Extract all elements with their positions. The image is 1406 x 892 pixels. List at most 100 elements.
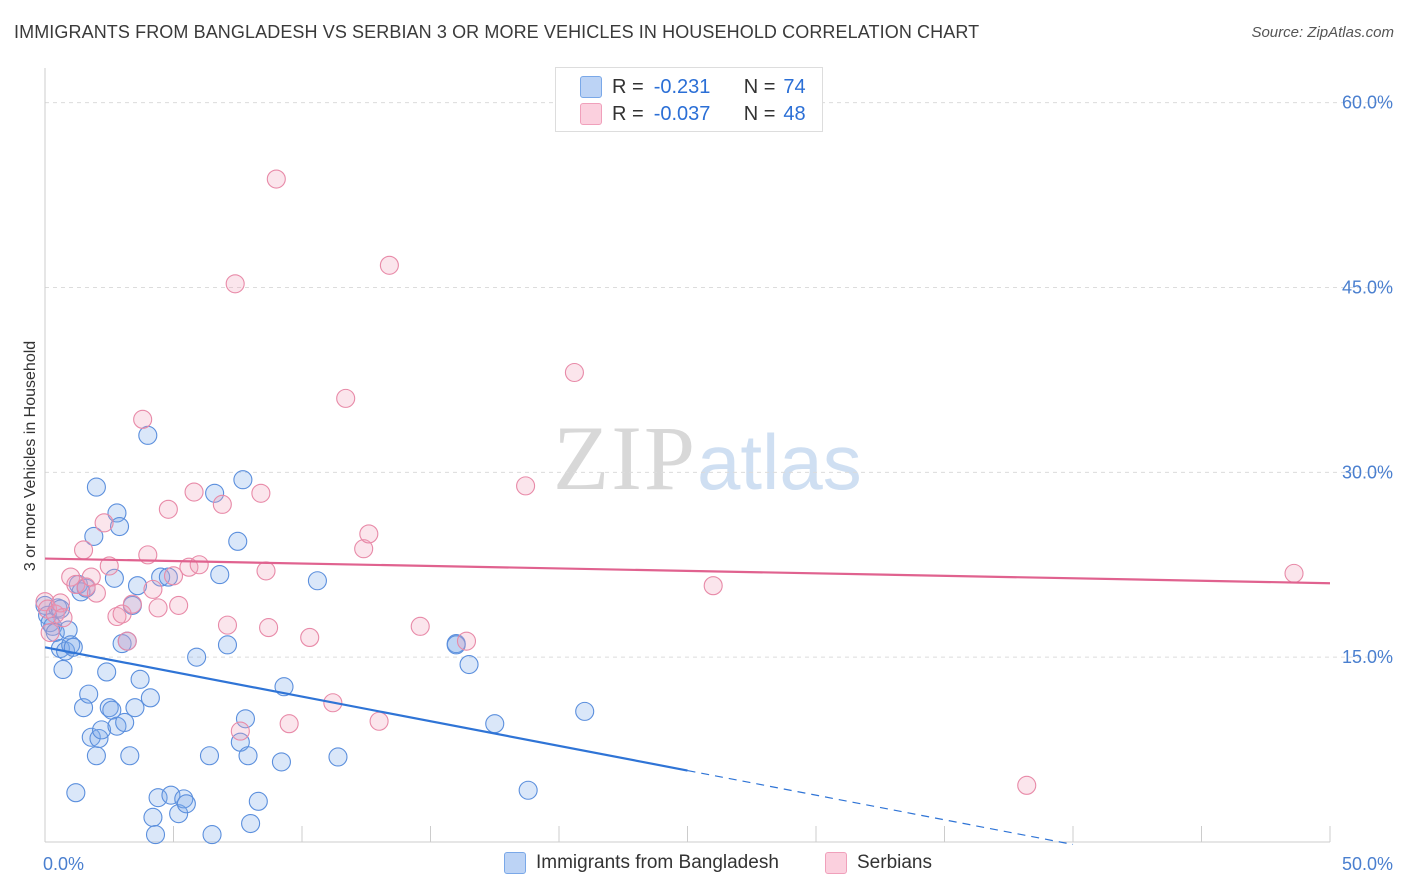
serbian-point (133, 409, 153, 429)
legend-swatch-bangladesh (580, 76, 602, 98)
bangladesh-point (115, 712, 135, 733)
serbian-point (410, 616, 430, 636)
bangladesh-point (66, 783, 86, 803)
y-tick-label: 15.0% (1342, 647, 1393, 667)
bangladesh-point (174, 789, 194, 809)
serbian-point (163, 566, 184, 586)
bangladesh-point (91, 720, 112, 740)
bangladesh-point (446, 635, 466, 655)
legend-row-serbians: R = -0.037 N = 48 (580, 101, 806, 127)
bangladesh-point (271, 752, 291, 772)
legend-r-value: -0.231 (653, 75, 711, 98)
bangladesh-point (485, 714, 505, 734)
x-tick-label: 50.0% (1342, 854, 1393, 874)
bangladesh-point (81, 727, 101, 747)
bangladesh-point (86, 746, 106, 766)
serbian-point (81, 567, 101, 587)
legend-n-label: N = (743, 102, 776, 125)
serbian-point (1284, 563, 1304, 583)
serbian-point (189, 555, 209, 575)
bangladesh-point (143, 807, 163, 827)
serbian-trend-line (44, 557, 1331, 585)
bangladesh-point (199, 746, 220, 766)
bangladesh-point (99, 698, 119, 718)
correlation-legend: R = -0.231 N = 74 R = -0.037 N = 48 (555, 67, 823, 132)
legend-r-value: -0.037 (653, 102, 711, 125)
serbian-point (266, 169, 286, 189)
bangladesh-point (138, 425, 158, 445)
y-tick-label: 30.0% (1342, 462, 1393, 482)
bangladesh-point (140, 688, 160, 708)
watermark-zip: ZIP (553, 407, 697, 509)
serbian-point (50, 593, 70, 613)
bangladesh-point (248, 791, 268, 811)
series-legend-serbians[interactable]: Serbians (825, 852, 932, 874)
bangladesh-point (241, 813, 261, 834)
serbian-point (35, 592, 55, 612)
bangladesh-point (238, 746, 258, 766)
chart-title: IMMIGRANTS FROM BANGLADESH VS SERBIAN 3 … (14, 22, 980, 42)
bangladesh-point (61, 635, 81, 655)
bangladesh-point (79, 684, 99, 704)
bangladesh-point (176, 794, 196, 814)
serbian-point (379, 255, 399, 275)
legend-n-value: 74 (783, 75, 806, 98)
serbian-point (703, 576, 723, 596)
bangladesh-point (518, 780, 538, 800)
bangladesh-point (187, 647, 207, 667)
serbian-point (99, 556, 119, 576)
serbian-point (117, 631, 137, 651)
serbian-point (148, 598, 168, 618)
serbian-point (259, 618, 279, 638)
series-legend-label: Serbians (857, 852, 932, 873)
legend-n-label: N = (743, 75, 776, 98)
bangladesh-point (228, 531, 248, 551)
bangladesh-point (575, 701, 595, 721)
watermark: ZIPatlas (553, 405, 862, 511)
series-legend-bangladesh[interactable]: Immigrants from Bangladesh (504, 852, 779, 874)
bangladesh-point (145, 825, 166, 845)
bangladesh-point (109, 516, 130, 537)
bangladesh-point (120, 746, 140, 766)
series-swatch-bangladesh (504, 852, 526, 874)
serbian-point (158, 499, 178, 519)
bangladesh-point (112, 634, 132, 654)
x-tick-label: 0.0% (43, 854, 84, 874)
serbian-point (354, 539, 374, 559)
serbian-point (456, 631, 477, 651)
bangladesh-point (307, 571, 327, 591)
serbian-point (359, 524, 379, 544)
series-legend-label: Immigrants from Bangladesh (536, 852, 779, 873)
serbian-point (94, 513, 114, 533)
bangladesh-point (125, 698, 145, 718)
bangladesh-point (130, 669, 150, 689)
serbian-point (74, 540, 94, 560)
serbian-point (184, 482, 204, 502)
source-label: Source: ZipAtlas.com (1251, 24, 1394, 41)
bangladesh-point (104, 568, 124, 588)
serbian-point (217, 615, 238, 635)
serbian-point (225, 274, 245, 294)
serbian-point (169, 595, 189, 615)
serbian-point (40, 622, 60, 643)
bangladesh-point (459, 655, 479, 675)
bangladesh-point (84, 526, 104, 546)
legend-row-bangladesh: R = -0.231 N = 74 (580, 74, 806, 100)
bangladesh-point (205, 483, 225, 503)
serbian-point (86, 583, 106, 603)
serbian-point (251, 483, 271, 503)
legend-swatch-serbians (580, 103, 602, 125)
legend-r-label: R = (612, 75, 644, 98)
serbian-point (279, 714, 299, 734)
bangladesh-point (127, 576, 148, 596)
serbian-point (143, 579, 163, 599)
serbian-point (212, 494, 232, 514)
series-legend: Immigrants from Bangladesh Serbians (0, 852, 1406, 878)
watermark-atlas: atlas (697, 418, 862, 506)
serbian-point (230, 721, 250, 741)
bangladesh-point (169, 804, 189, 824)
serbian-point (516, 476, 536, 496)
bangladesh-trend-line (44, 646, 688, 772)
bangladesh-trend-extension (687, 769, 1074, 846)
